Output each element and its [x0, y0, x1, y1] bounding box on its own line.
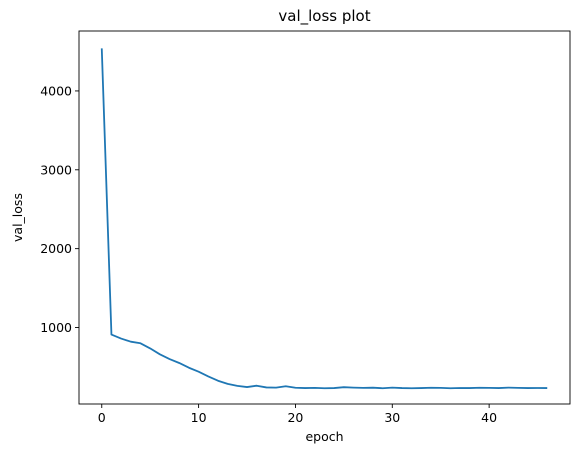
y-tick-label: 1000 [40, 320, 72, 335]
x-tick-label: 30 [384, 410, 400, 425]
x-tick-label: 0 [98, 410, 106, 425]
x-tick-label: 10 [191, 410, 207, 425]
series-line [100, 48, 548, 390]
y-tick-label: 3000 [40, 162, 72, 177]
chart-title: val_loss plot [278, 7, 370, 26]
y-tick-label: 4000 [40, 83, 72, 98]
y-tick-label: 2000 [40, 241, 72, 256]
plot-frame [78, 30, 571, 405]
x-tick-label: 20 [287, 410, 303, 425]
x-axis-label: epoch [305, 429, 343, 444]
x-tick-label: 40 [481, 410, 497, 425]
y-axis-label: val_loss [10, 193, 25, 242]
